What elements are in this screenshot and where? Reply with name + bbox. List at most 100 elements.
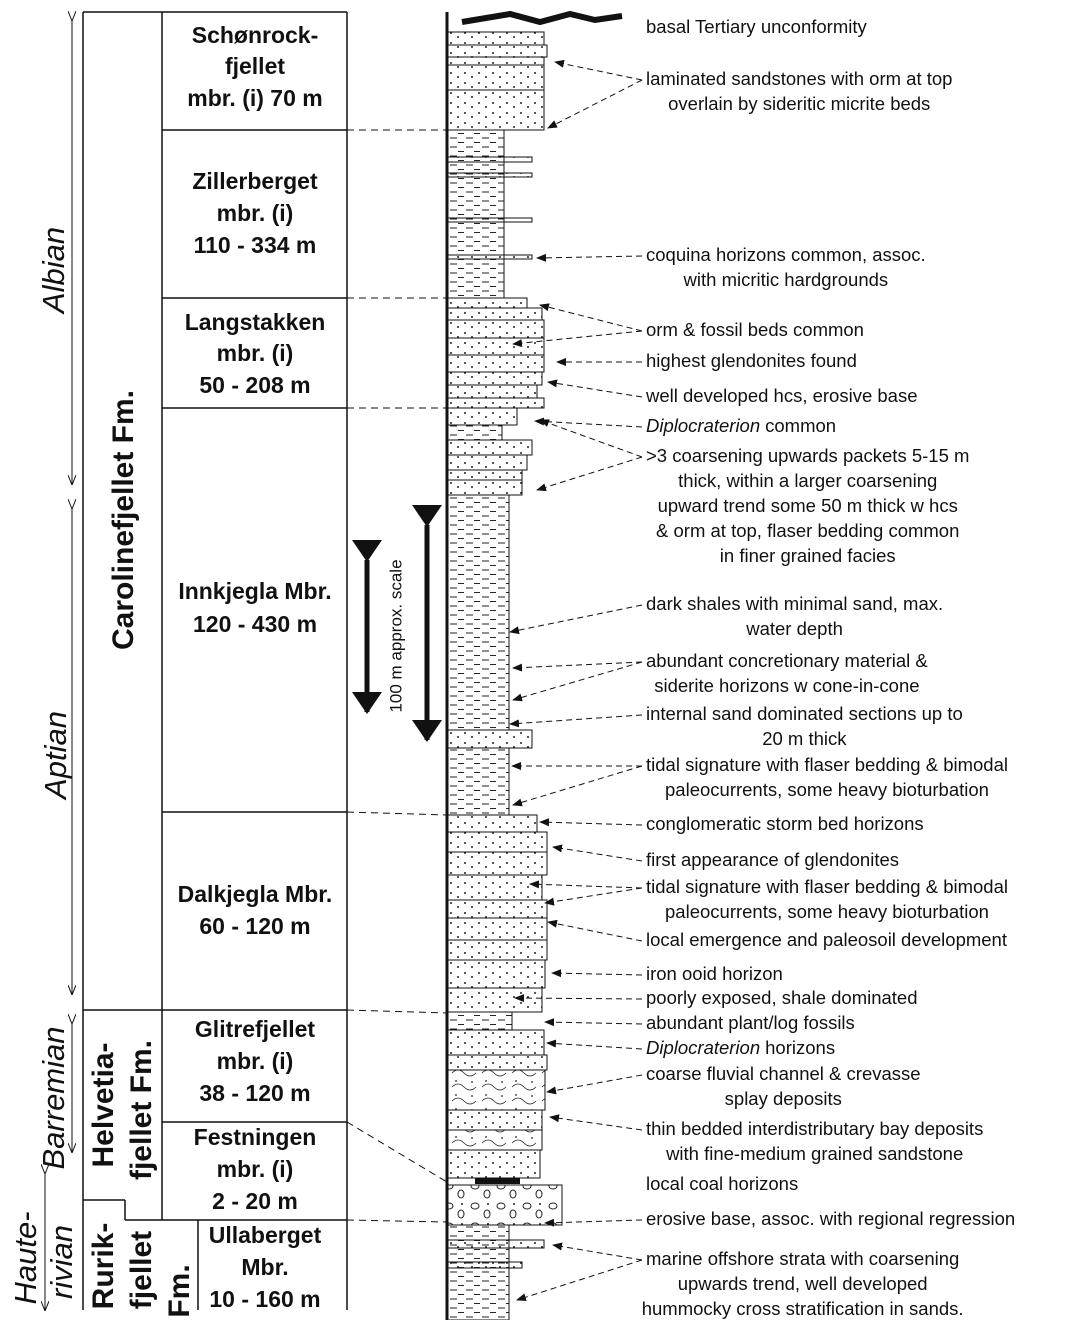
annotation: local emergence and paleosoil developmen…	[646, 929, 1007, 950]
stage-label: Barremian	[36, 1027, 71, 1170]
lithology-pattern	[446, 439, 533, 456]
annotation: well developed hcs, erosive base	[645, 385, 918, 406]
lithology-pattern	[446, 1184, 563, 1226]
annotation-arrow	[547, 379, 643, 398]
annotation-text: horizons	[765, 1037, 835, 1058]
lithology-pattern	[446, 31, 545, 46]
annotation: 20 m thick	[762, 728, 847, 749]
formation-label: Helvetia-	[87, 1042, 120, 1167]
member-label: Ullaberget	[209, 1222, 322, 1248]
annotation: dark shales with minimal sand, max.	[646, 593, 943, 614]
lithology-pattern	[446, 384, 538, 399]
annotation: laminated sandstones with orm at top	[646, 68, 952, 89]
annotation-arrow	[509, 604, 643, 635]
member-label: Schønrock-	[192, 22, 319, 48]
annotation-arrow	[512, 330, 643, 348]
lithology-pattern	[446, 1109, 543, 1131]
annotation-arrow	[536, 253, 643, 262]
annotation-arrow	[546, 1074, 643, 1095]
lithology-pattern	[446, 1224, 510, 1320]
annotation: highest glendonites found	[646, 350, 857, 371]
annotation-arrow	[554, 59, 643, 81]
member-label: 110 - 334 m	[194, 232, 317, 258]
lithology-pattern	[446, 987, 543, 1013]
member-label: 2 - 20 m	[212, 1188, 298, 1214]
annotation: hummocky cross stratification in sands.	[642, 1298, 964, 1319]
annotation: upwards trend, well developed	[678, 1273, 928, 1294]
formation-label: Carolinefjellet Fm.	[107, 390, 140, 650]
member-label: Innkjegla Mbr.	[178, 578, 331, 604]
lithology-pattern	[446, 1239, 545, 1249]
annotation-arrow	[536, 456, 643, 492]
annotation-arrow	[539, 303, 643, 332]
lithology-pattern	[446, 407, 518, 426]
annotation: overlain by sideritic micrite beds	[668, 93, 930, 114]
annotation: with fine-medium grained sandstone	[665, 1143, 963, 1164]
annotation: basal Tertiary unconformity	[646, 16, 867, 37]
lithology-pattern	[446, 89, 545, 131]
stage-label: Albian	[36, 227, 71, 315]
lithology-pattern	[446, 1054, 548, 1071]
annotation: siderite horizons w cone-in-cone	[654, 675, 919, 696]
formation-label: Rurik-	[87, 1223, 120, 1310]
member-label: Festningen	[194, 1124, 317, 1150]
annotation-arrow	[512, 661, 643, 672]
stage-label: rivian	[44, 1225, 79, 1299]
lithology-pattern	[446, 1149, 541, 1179]
annotation: upward trend some 50 m thick w hcs	[658, 495, 958, 516]
member-label: mbr. (i)	[217, 340, 294, 366]
lithology-pattern	[446, 1129, 543, 1151]
annotation: paleocurrents, some heavy bioturbation	[665, 779, 989, 800]
lithology-pattern	[446, 899, 548, 919]
annotation: water depth	[745, 618, 843, 639]
stage-label: Haute-	[8, 1211, 43, 1304]
lithology-pattern	[446, 1011, 513, 1031]
annotation-arrow	[549, 1114, 643, 1131]
annotation-arrow	[512, 765, 643, 807]
member-label: Glitrefjellet	[195, 1016, 315, 1042]
member-label: Zillerberget	[192, 168, 318, 194]
annotation: internal sand dominated sections up to	[646, 703, 963, 724]
lithology-pattern	[446, 424, 503, 441]
correlation-line	[346, 1009, 448, 1014]
annotation: marine offshore strata with coarsening	[646, 1248, 959, 1269]
annotation: poorly exposed, shale dominated	[646, 987, 918, 1008]
annotation: orm & fossil beds common	[646, 319, 864, 340]
annotation-arrow	[546, 1039, 643, 1050]
unconformity	[461, 10, 623, 26]
lithology-pattern	[446, 831, 548, 853]
member-label: 38 - 120 m	[199, 1080, 310, 1106]
annotation: & orm at top, flaser bedding common	[656, 520, 959, 541]
scale-label: 100 m approx. scale	[386, 559, 405, 712]
member-label: 60 - 120 m	[199, 913, 310, 939]
annotation: first appearance of glendonites	[646, 849, 899, 870]
lithology-pattern	[446, 1261, 523, 1269]
annotation: abundant concretionary material &	[646, 650, 928, 671]
annotation-arrow	[544, 887, 643, 906]
formation-label: Fm.	[163, 1264, 196, 1317]
annotation-arrow	[544, 1018, 643, 1027]
lithology-pattern	[446, 917, 548, 941]
lithology-pattern	[446, 371, 543, 386]
lithology-pattern	[446, 64, 545, 91]
member-label: mbr. (i)	[217, 1048, 294, 1074]
lithology-pattern	[446, 729, 533, 749]
lithology-pattern	[446, 494, 510, 731]
annotation-arrow	[512, 661, 643, 702]
annotation-arrow	[539, 419, 643, 458]
annotation: tidal signature with flaser bedding & bi…	[646, 876, 1008, 897]
lithology-pattern	[446, 254, 533, 260]
annotation: tidal signature with flaser bedding & bi…	[646, 754, 1008, 775]
annotation-arrow	[552, 844, 643, 862]
lithology-pattern	[446, 354, 545, 373]
member-label: mbr. (i)	[217, 1156, 294, 1182]
correlation-line	[346, 1121, 448, 1183]
formation-label: fjellet Fm.	[125, 1040, 158, 1180]
lithology-pattern	[446, 307, 543, 321]
annotation: local coal horizons	[646, 1173, 798, 1194]
lithology-pattern	[446, 454, 528, 471]
formation-label: fjellet	[125, 1231, 158, 1309]
member-label: 50 - 208 m	[199, 372, 310, 398]
lithology-pattern	[446, 319, 545, 339]
